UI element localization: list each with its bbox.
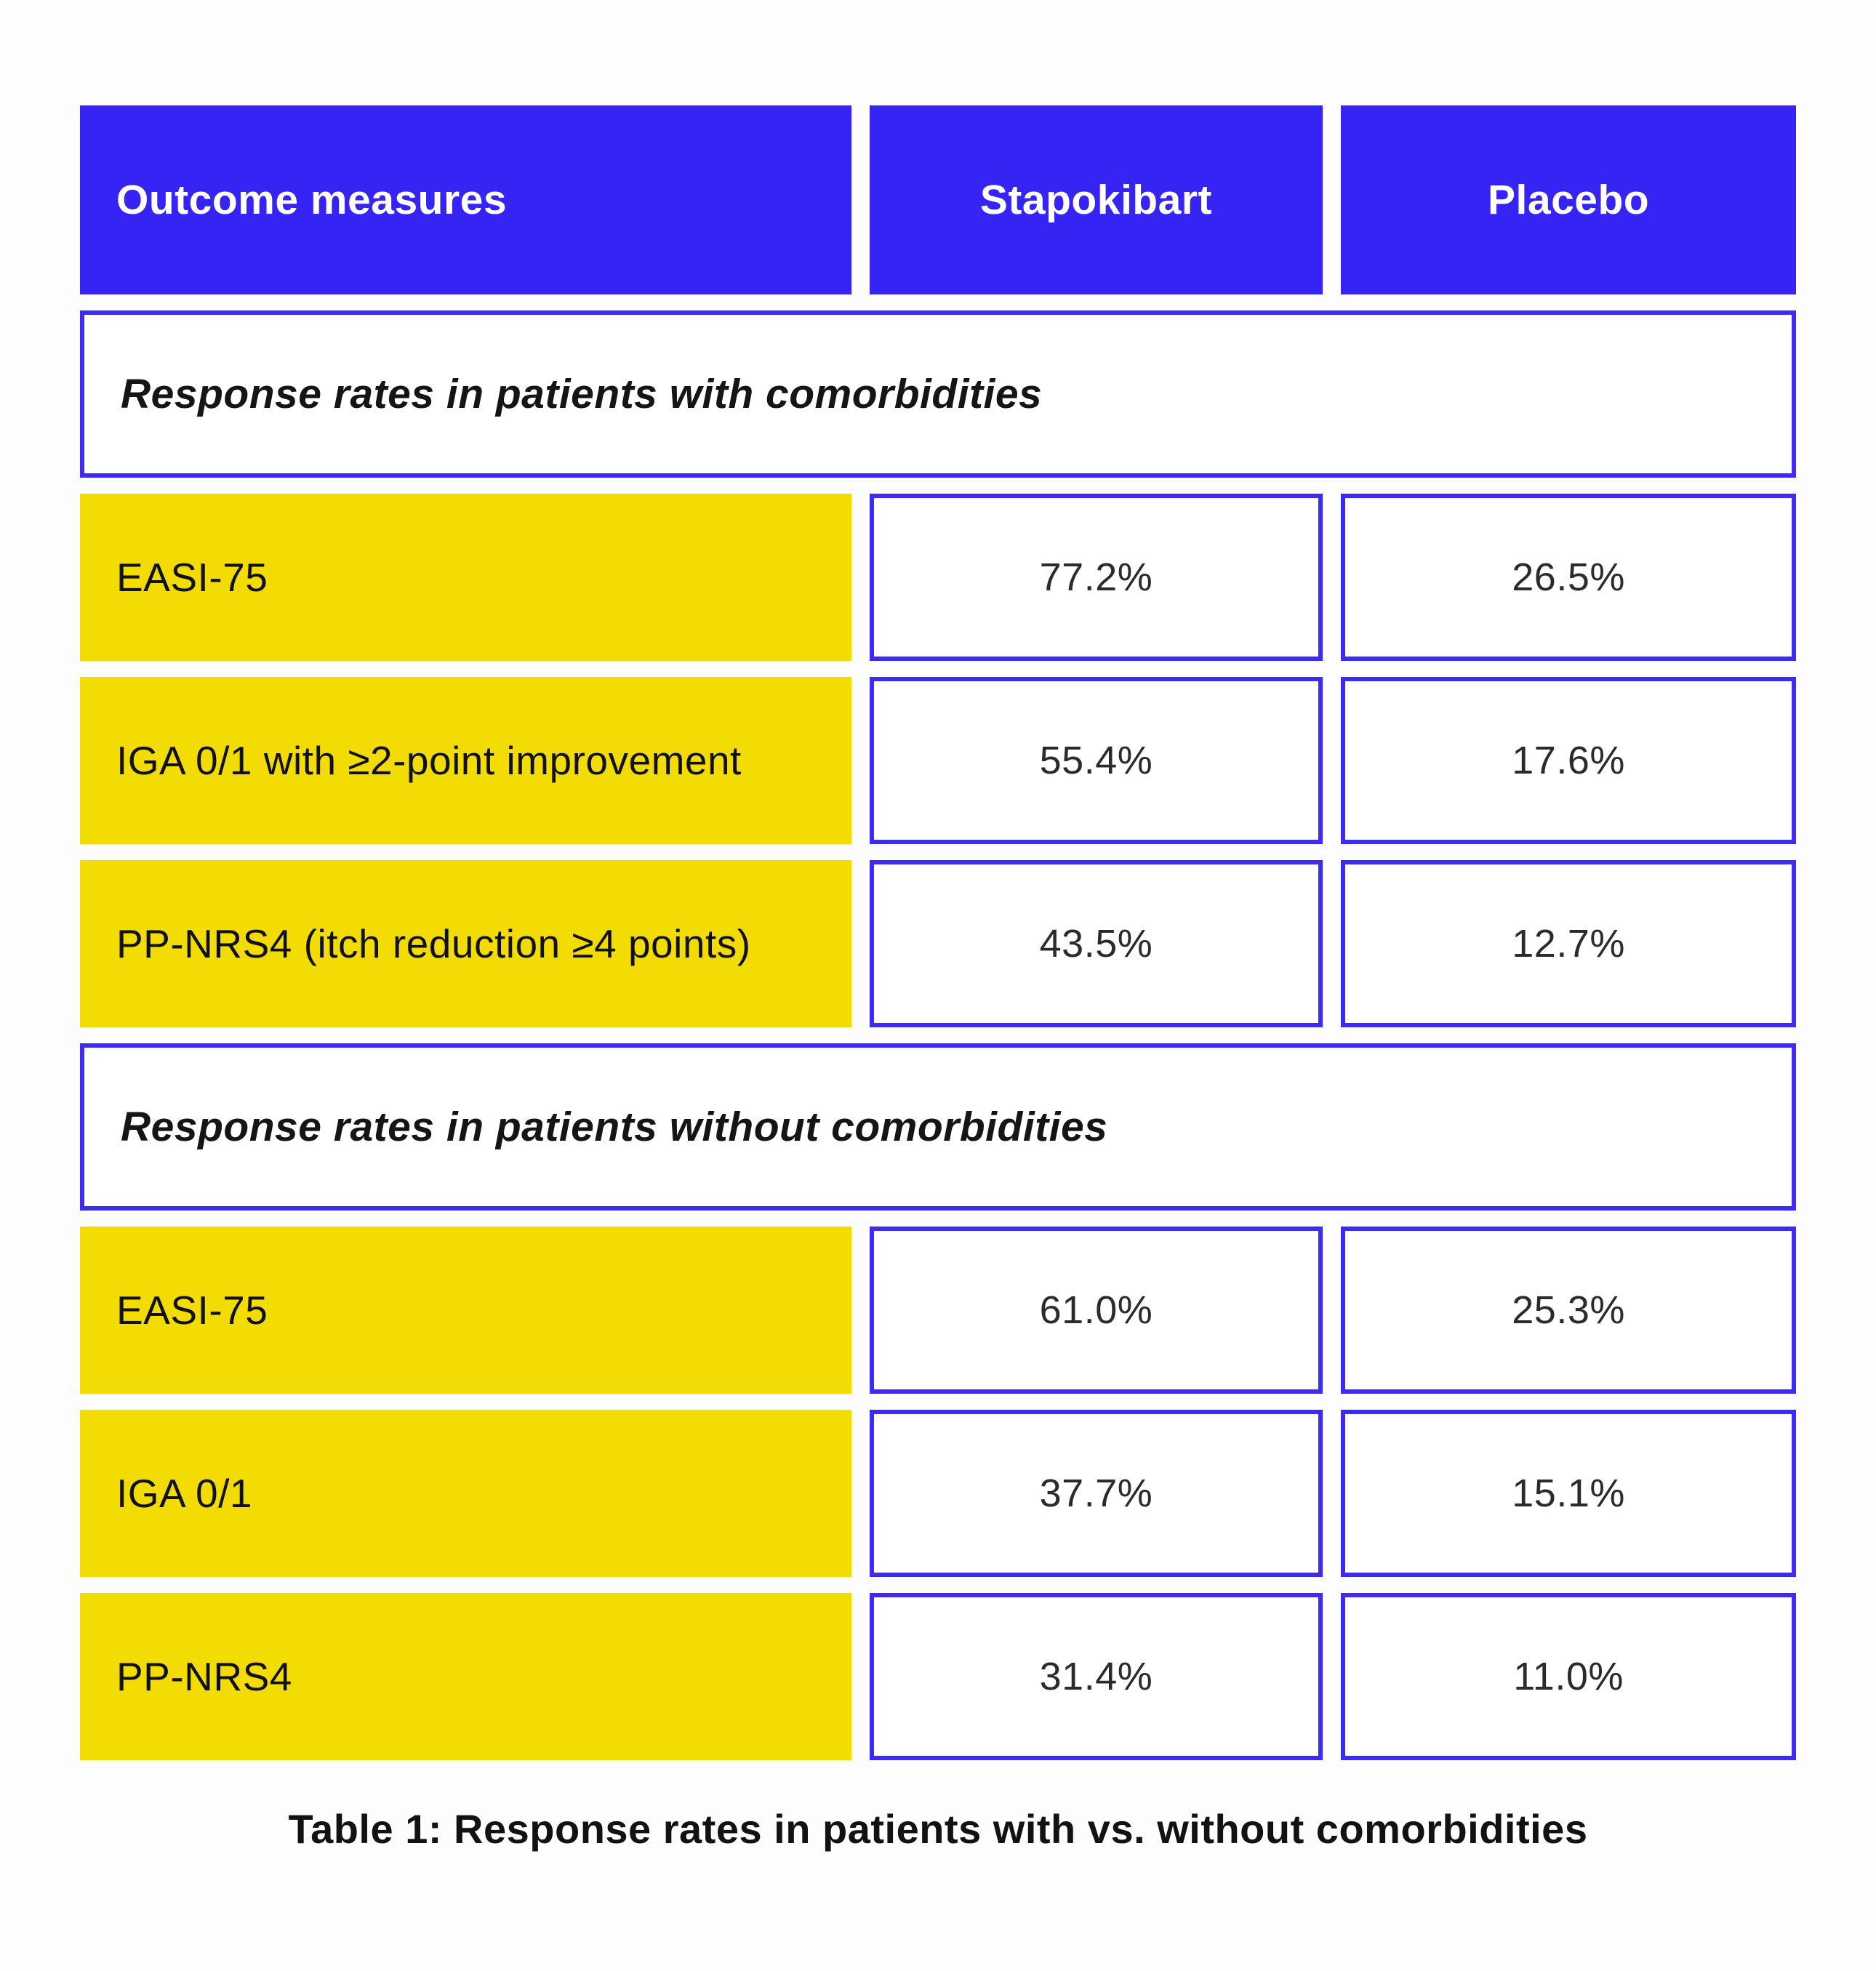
placebo-value-cell: 15.1% — [1341, 1410, 1796, 1577]
table-row: PP-NRS4 31.4% 11.0% — [80, 1593, 1796, 1760]
row-label-cell: EASI-75 — [80, 1227, 851, 1394]
comorbidity-response-table: Outcome measures Stapokibart Placebo Res… — [80, 105, 1796, 1760]
column-header-outcome-measures: Outcome measures — [80, 105, 851, 294]
table-row: IGA 0/1 37.7% 15.1% — [80, 1410, 1796, 1577]
table-caption: Table 1: Response rates in patients with… — [288, 1806, 1588, 1852]
placebo-value-cell: 25.3% — [1341, 1227, 1796, 1394]
stapokibart-value-cell: 31.4% — [869, 1593, 1323, 1760]
row-label-cell: IGA 0/1 with ≥2-point improvement — [80, 677, 851, 844]
row-label-cell: IGA 0/1 — [80, 1410, 851, 1577]
stapokibart-value-cell: 61.0% — [869, 1227, 1323, 1394]
row-label-cell: PP-NRS4 (itch reduction ≥4 points) — [80, 860, 851, 1027]
row-label-cell: EASI-75 — [80, 494, 851, 661]
placebo-value-cell: 12.7% — [1341, 860, 1796, 1027]
placebo-value-cell: 17.6% — [1341, 677, 1796, 844]
row-label-cell: PP-NRS4 — [80, 1593, 851, 1760]
table-row: PP-NRS4 (itch reduction ≥4 points) 43.5%… — [80, 860, 1796, 1027]
stapokibart-value-cell: 77.2% — [869, 494, 1323, 661]
table-row: EASI-75 61.0% 25.3% — [80, 1227, 1796, 1394]
table-row: EASI-75 77.2% 26.5% — [80, 494, 1796, 661]
table-row: IGA 0/1 with ≥2-point improvement 55.4% … — [80, 677, 1796, 844]
column-header-stapokibart: Stapokibart — [869, 105, 1323, 294]
placebo-value-cell: 11.0% — [1341, 1593, 1796, 1760]
stapokibart-value-cell: 43.5% — [869, 860, 1323, 1027]
stapokibart-value-cell: 55.4% — [869, 677, 1323, 844]
column-header-placebo: Placebo — [1341, 105, 1796, 294]
section-header-without-comorbidities: Response rates in patients without comor… — [80, 1043, 1796, 1211]
section-header-with-comorbidities: Response rates in patients with comorbid… — [80, 310, 1796, 478]
placebo-value-cell: 26.5% — [1341, 494, 1796, 661]
stapokibart-value-cell: 37.7% — [869, 1410, 1323, 1577]
table-header-row: Outcome measures Stapokibart Placebo — [80, 105, 1796, 294]
